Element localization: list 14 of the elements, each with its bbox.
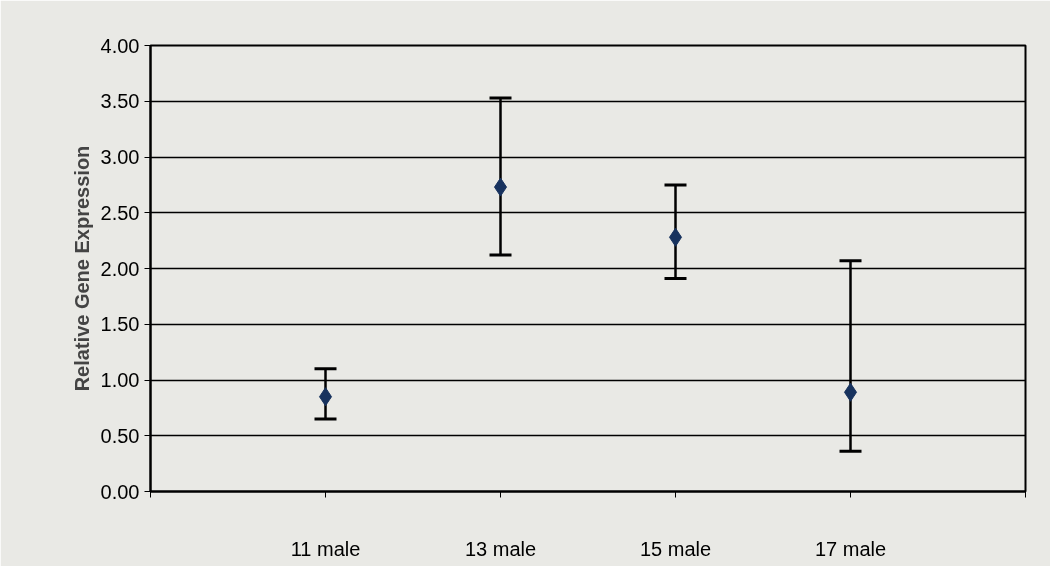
y-tick-label: 3.50: [100, 90, 140, 113]
y-tick-label: 2.50: [100, 201, 140, 224]
y-tick-label: 0.00: [100, 480, 140, 503]
x-tick-label: 13 male: [464, 537, 537, 560]
y-tick-label: 1.00: [100, 369, 140, 391]
x-tick-label: 17 male: [814, 537, 887, 560]
y-tick-label: 2.00: [100, 257, 140, 280]
y-tick-label: 4.00: [100, 34, 140, 57]
y-tick-label: 3.00: [100, 146, 140, 168]
y-tick-label: 1.50: [100, 313, 140, 336]
y-axis-title: Relative Gene Expression: [70, 145, 93, 392]
y-tick-label: 0.50: [100, 424, 140, 447]
x-tick-label: 15 male: [639, 537, 712, 560]
x-tick-label: 11 male: [290, 537, 361, 560]
